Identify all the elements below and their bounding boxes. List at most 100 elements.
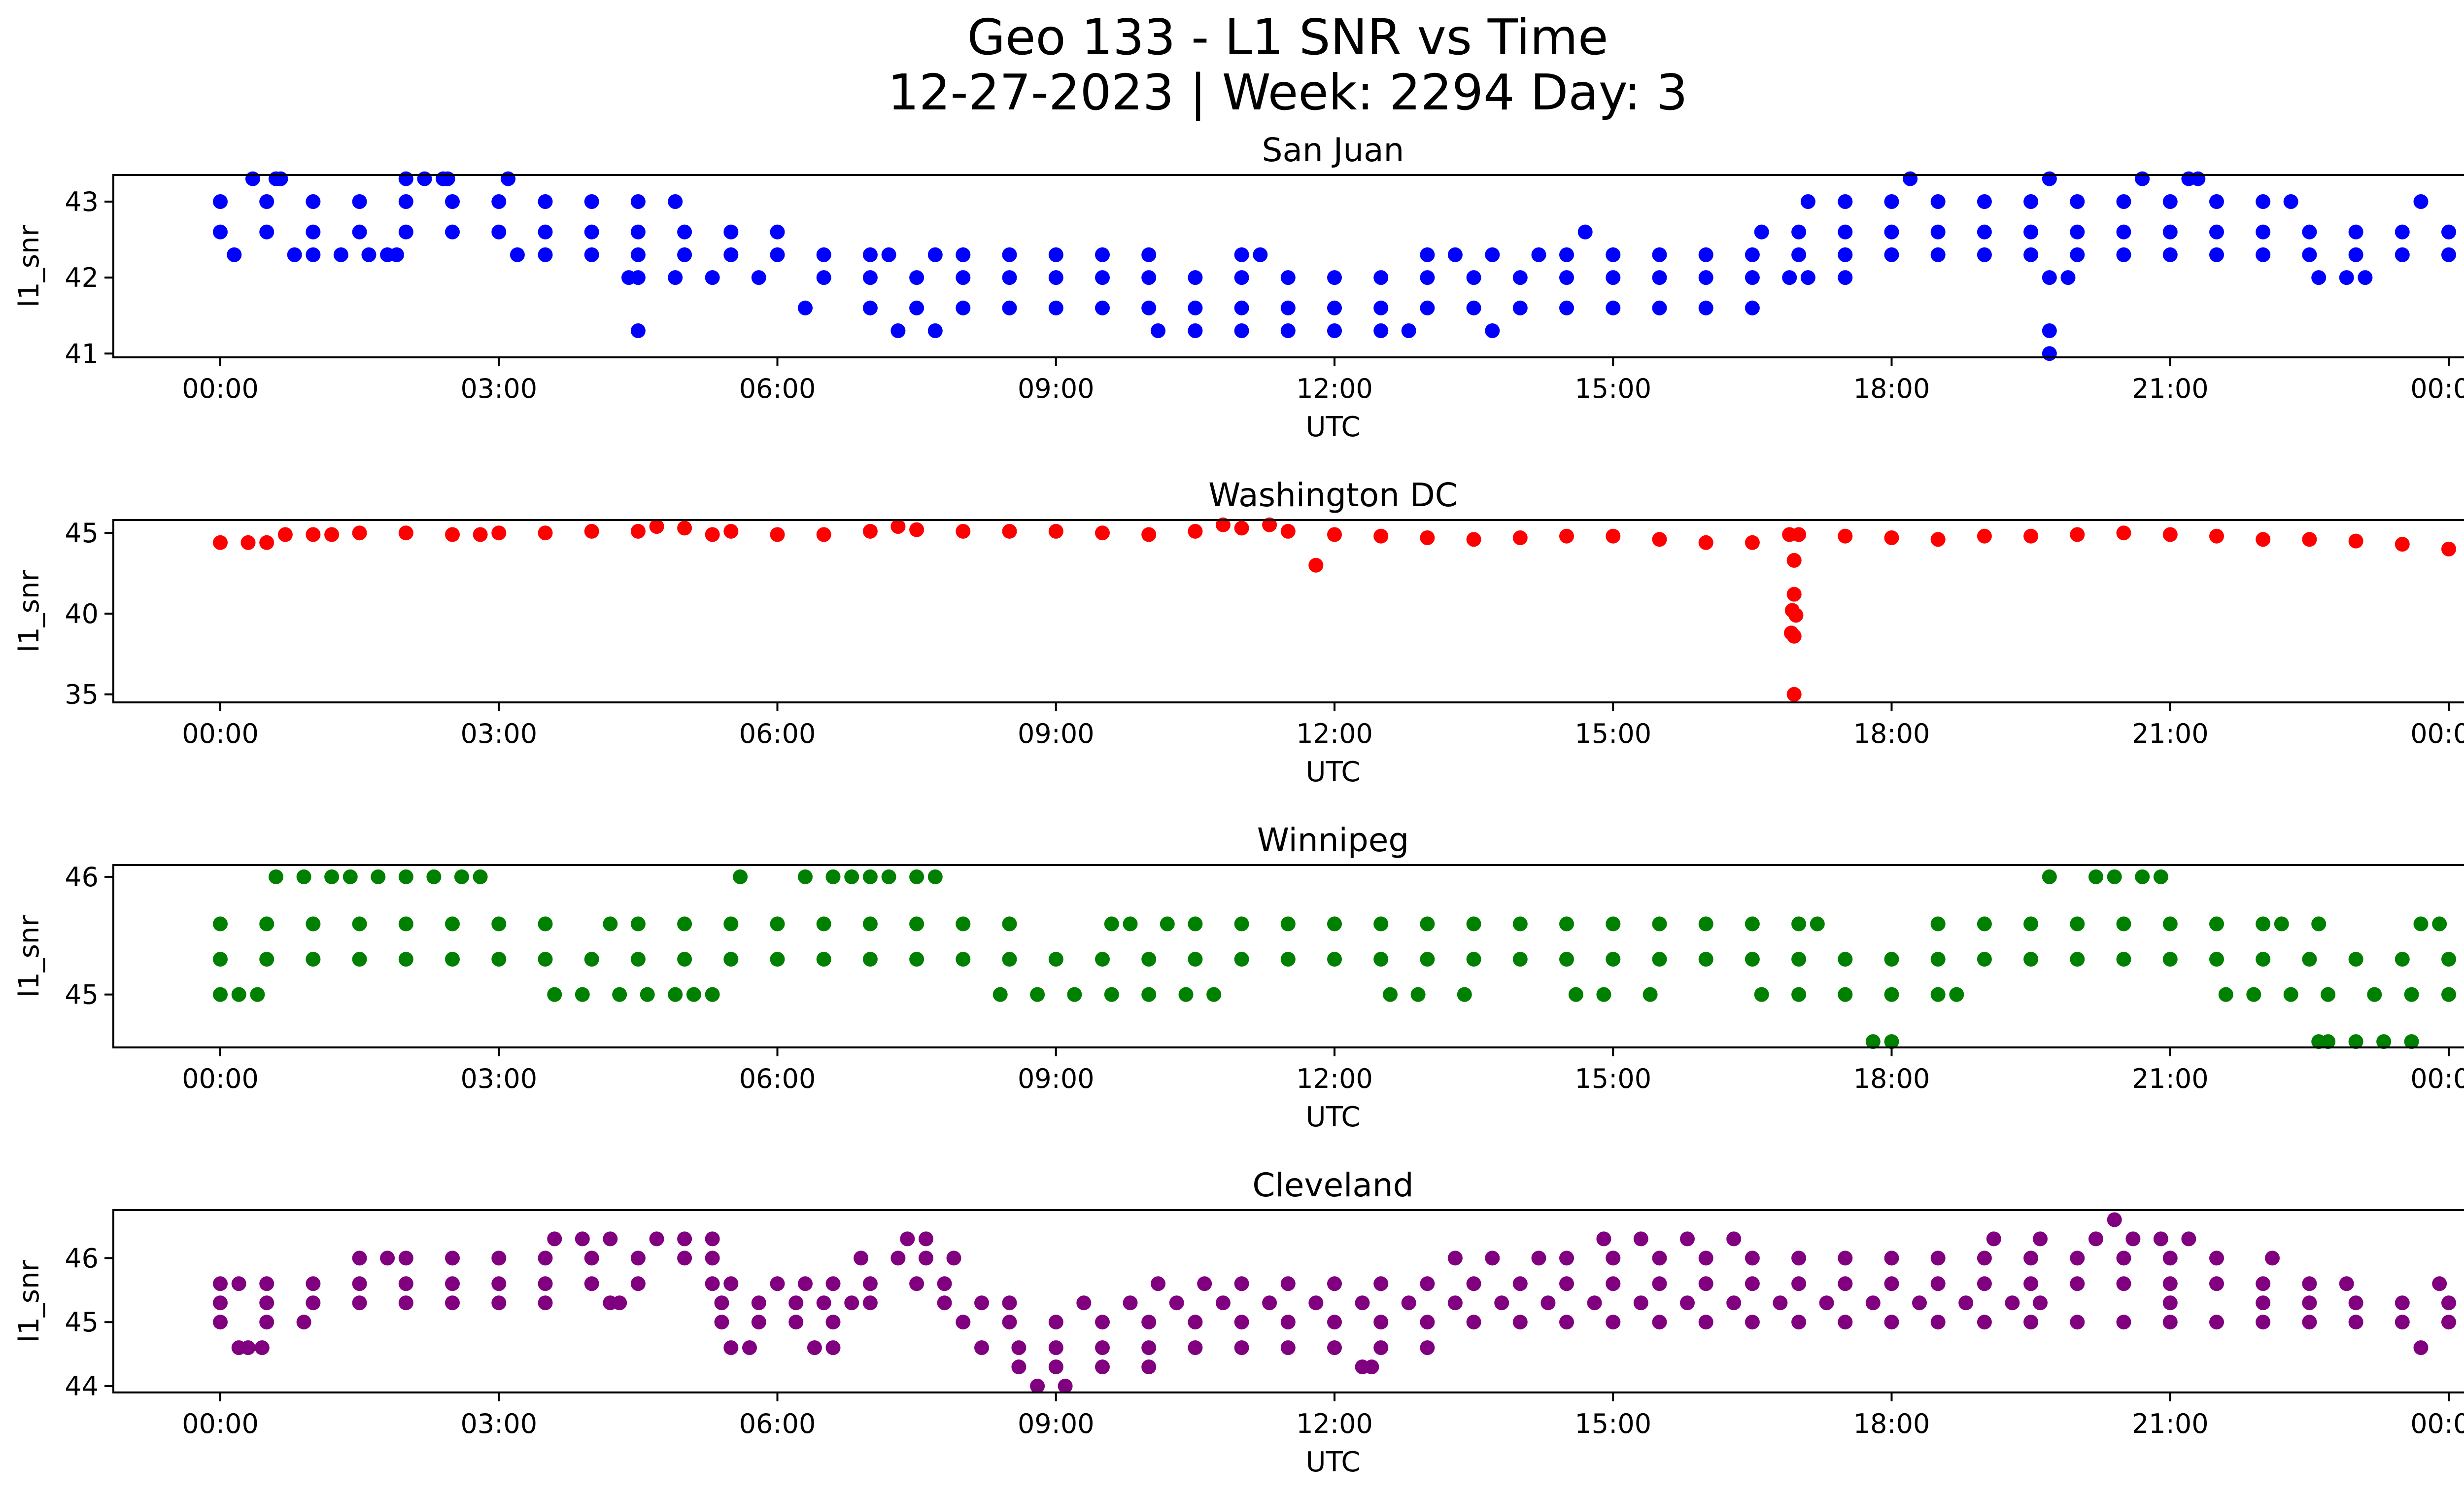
data-point bbox=[2088, 869, 2103, 884]
data-point bbox=[2116, 224, 2131, 240]
data-point bbox=[426, 869, 442, 884]
data-point bbox=[1373, 323, 1389, 338]
figure-title-line2: 12-27-2023 | Week: 2294 Day: 3 bbox=[888, 64, 1687, 121]
x-tick-label: 09:00 bbox=[1018, 1408, 1095, 1439]
data-point bbox=[1606, 270, 1621, 285]
data-point bbox=[705, 1251, 720, 1266]
data-point bbox=[1512, 270, 1528, 285]
data-point bbox=[2116, 952, 2131, 967]
x-tick-label: 03:00 bbox=[460, 1408, 537, 1439]
data-point bbox=[2153, 869, 2168, 884]
data-point bbox=[1782, 270, 1797, 285]
data-point bbox=[723, 1276, 739, 1291]
data-point bbox=[1838, 1315, 1853, 1330]
data-point bbox=[1587, 1295, 1602, 1311]
data-point bbox=[2070, 952, 2085, 967]
data-point bbox=[575, 1231, 590, 1247]
panel-winnipeg: Winnipeg 00:00 03:00 06:00 09:00 12:00 15:00 18… bbox=[13, 821, 2464, 1133]
x-tick-label: 03:00 bbox=[460, 718, 537, 749]
data-point bbox=[1447, 1295, 1463, 1311]
data-point bbox=[1726, 1231, 1742, 1247]
data-point bbox=[1494, 1295, 1509, 1311]
data-point bbox=[2005, 1295, 2020, 1311]
data-point bbox=[937, 1295, 952, 1311]
data-point bbox=[1188, 523, 1203, 539]
data-point bbox=[2070, 224, 2085, 240]
x-tick-label: 00:00 bbox=[182, 373, 259, 404]
data-point bbox=[269, 869, 283, 884]
x-tick-label: 00:00 bbox=[2410, 1408, 2464, 1439]
data-point bbox=[2367, 987, 2382, 1002]
data-point bbox=[844, 869, 859, 884]
data-point bbox=[2125, 1231, 2141, 1247]
data-point bbox=[1745, 1276, 1760, 1291]
data-point bbox=[956, 247, 971, 262]
data-point bbox=[1327, 1340, 1342, 1356]
data-point bbox=[2116, 1251, 2131, 1266]
data-point bbox=[890, 519, 906, 534]
data-point bbox=[2302, 224, 2317, 240]
data-point bbox=[2209, 952, 2224, 967]
data-point bbox=[1596, 987, 1611, 1002]
data-point bbox=[1234, 1276, 1249, 1291]
data-point bbox=[2023, 194, 2039, 209]
data-point bbox=[1819, 1295, 1834, 1311]
data-point bbox=[751, 1295, 766, 1311]
data-point bbox=[398, 525, 413, 541]
data-point bbox=[398, 1251, 413, 1266]
data-point bbox=[584, 523, 599, 539]
data-point bbox=[1652, 916, 1667, 932]
data-point bbox=[1234, 952, 1249, 967]
data-point bbox=[723, 1340, 739, 1356]
data-point bbox=[324, 869, 340, 884]
data-point bbox=[1401, 1295, 1416, 1311]
data-point bbox=[1420, 270, 1435, 285]
x-tick-label: 06:00 bbox=[739, 1063, 816, 1094]
data-point bbox=[1559, 916, 1574, 932]
x-tick-label: 00:00 bbox=[182, 1408, 259, 1439]
data-point bbox=[2070, 194, 2085, 209]
data-point bbox=[1280, 323, 1296, 338]
data-point bbox=[649, 519, 664, 534]
data-point bbox=[213, 1276, 228, 1291]
y-tick-label: 45 bbox=[65, 979, 99, 1010]
data-point bbox=[2441, 541, 2456, 556]
data-point bbox=[213, 1315, 228, 1330]
data-point bbox=[1234, 1340, 1249, 1356]
data-point bbox=[306, 916, 321, 932]
data-point bbox=[1977, 1251, 1992, 1266]
data-point bbox=[2209, 528, 2224, 544]
data-point bbox=[714, 1295, 729, 1311]
data-point bbox=[1791, 916, 1807, 932]
data-point bbox=[333, 247, 348, 262]
x-tick-label: 06:00 bbox=[739, 718, 816, 749]
data-point bbox=[1215, 1295, 1231, 1311]
data-point bbox=[862, 1295, 878, 1311]
data-point bbox=[1698, 916, 1713, 932]
data-point bbox=[974, 1295, 989, 1311]
data-point bbox=[1512, 530, 1528, 545]
x-tick-label: 18:00 bbox=[1853, 1063, 1930, 1094]
data-point bbox=[538, 1251, 553, 1266]
data-point bbox=[723, 523, 739, 539]
data-point bbox=[1002, 270, 1017, 285]
data-point bbox=[825, 1276, 841, 1291]
data-point bbox=[1786, 553, 1802, 568]
data-point bbox=[454, 869, 469, 884]
data-point bbox=[1485, 1251, 1500, 1266]
data-point bbox=[491, 194, 507, 209]
data-point bbox=[1884, 1251, 1899, 1266]
data-point bbox=[538, 247, 553, 262]
data-point bbox=[1930, 1315, 1946, 1330]
data-point bbox=[1206, 987, 1222, 1002]
data-points bbox=[213, 171, 2456, 361]
data-point bbox=[1531, 247, 1546, 262]
y-tick-label: 46 bbox=[65, 1243, 99, 1274]
data-point bbox=[862, 916, 878, 932]
data-point bbox=[1002, 916, 1017, 932]
data-point bbox=[723, 224, 739, 240]
data-point bbox=[1485, 247, 1500, 262]
data-point bbox=[445, 916, 460, 932]
x-tick-label: 21:00 bbox=[2132, 373, 2209, 404]
data-point bbox=[705, 1276, 720, 1291]
